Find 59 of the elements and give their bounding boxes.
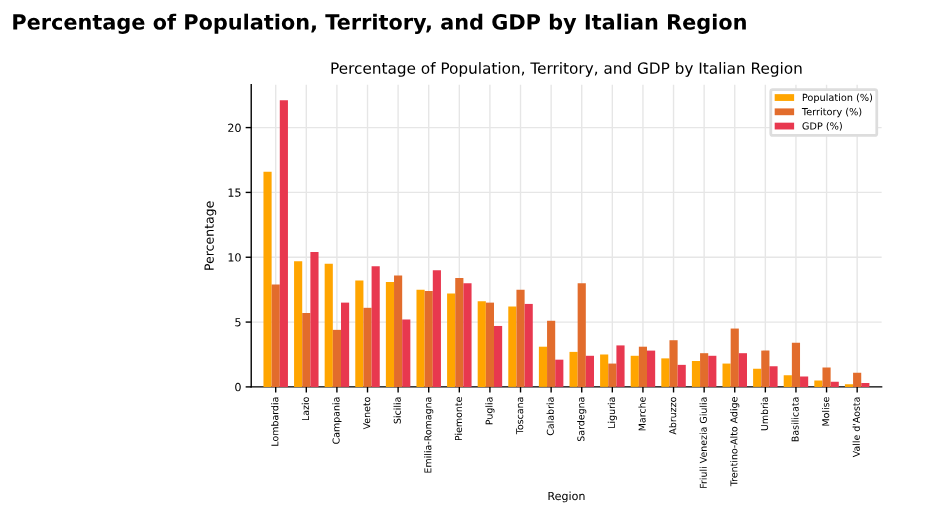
- bar: [371, 266, 380, 387]
- bar: [700, 353, 709, 387]
- bar: [769, 366, 778, 387]
- bar: [783, 375, 792, 387]
- bar: [616, 345, 625, 387]
- bar: [555, 359, 564, 387]
- bar: [447, 293, 456, 387]
- bar: [424, 290, 433, 387]
- bar: [691, 360, 701, 387]
- bar: [853, 372, 862, 387]
- bar: [340, 302, 350, 387]
- bar: [538, 346, 548, 387]
- bar: [432, 270, 441, 387]
- bar: [800, 376, 809, 387]
- bar: [791, 342, 801, 387]
- bar: [463, 283, 472, 387]
- bar: [608, 363, 617, 387]
- bar: [324, 263, 333, 387]
- bar: [738, 353, 747, 387]
- bar: [271, 284, 280, 387]
- bar: [279, 100, 288, 387]
- bar: [385, 281, 395, 387]
- bar: [585, 355, 594, 387]
- bar: [310, 252, 319, 387]
- bar: [569, 351, 578, 387]
- bar: [630, 355, 639, 387]
- bar: [363, 307, 372, 387]
- bar: [394, 275, 403, 387]
- bar: [508, 306, 517, 387]
- bar: [661, 358, 670, 387]
- bar: [708, 355, 717, 387]
- bar: [524, 303, 533, 387]
- bar: [547, 320, 556, 387]
- bar: [577, 283, 586, 387]
- bar: [402, 319, 411, 387]
- bar: [302, 313, 311, 387]
- bar: [814, 380, 823, 387]
- bar: [355, 280, 364, 387]
- bar: [677, 364, 686, 387]
- bar: [516, 289, 525, 387]
- bar: [263, 171, 272, 387]
- bar: [294, 261, 303, 387]
- bar: [416, 289, 425, 387]
- bar: [332, 329, 341, 387]
- bar: [600, 354, 609, 387]
- bar: [753, 368, 762, 387]
- bar: [722, 363, 731, 387]
- bar: [485, 302, 494, 387]
- bar: [477, 301, 486, 387]
- bar: [822, 367, 831, 387]
- bar: [669, 340, 678, 387]
- bar: [455, 277, 464, 387]
- bar: [494, 325, 503, 387]
- bar: [647, 350, 656, 387]
- bar: [730, 328, 739, 387]
- bar: [761, 350, 770, 387]
- bar: [638, 346, 648, 387]
- chart-title: Percentage of Population, Territory, and GDP by Italian Region: [13, 13, 746, 35]
- bar: [830, 381, 839, 387]
